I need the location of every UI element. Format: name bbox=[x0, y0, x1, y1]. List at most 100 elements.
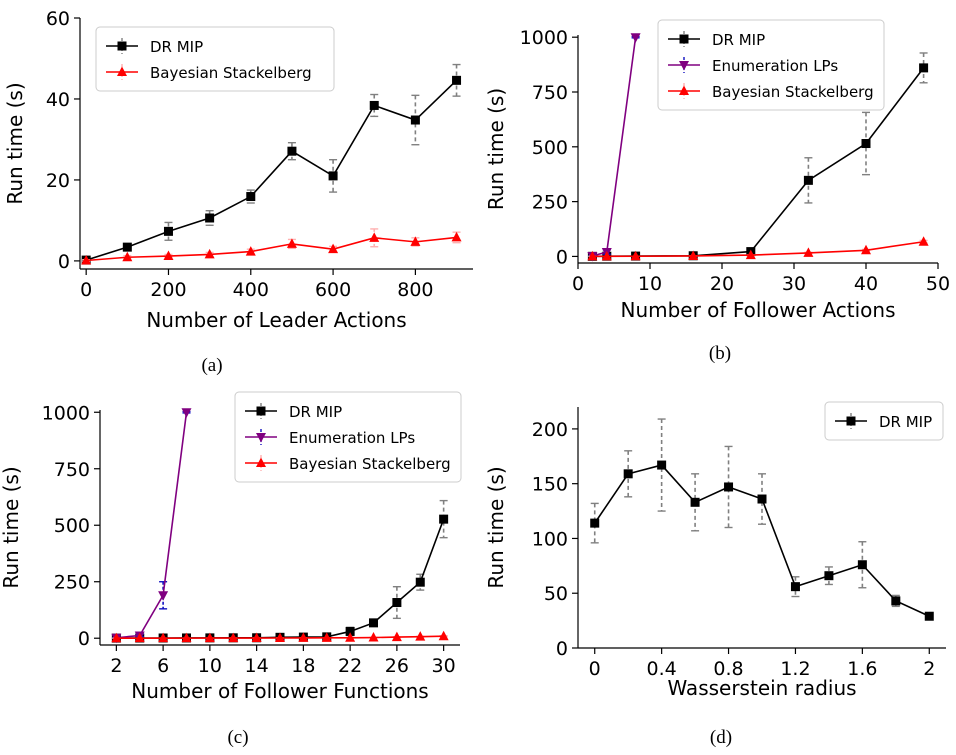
data-point bbox=[369, 618, 379, 628]
data-point bbox=[251, 632, 262, 643]
data-point bbox=[630, 33, 641, 43]
x-tick-label: 30 bbox=[432, 655, 456, 677]
legend-box bbox=[824, 401, 944, 441]
data-point bbox=[181, 408, 192, 418]
x-axis-label: Number of Follower Functions bbox=[131, 679, 428, 703]
x-tick-label: 2 bbox=[110, 655, 122, 677]
data-point bbox=[824, 571, 834, 581]
data-point bbox=[724, 482, 734, 492]
x-axis-label: Number of Leader Actions bbox=[146, 308, 406, 332]
y-tick-label: 500 bbox=[54, 515, 90, 537]
legend-label: Bayesian Stackelberg bbox=[289, 455, 451, 473]
data-point bbox=[918, 236, 929, 246]
y-tick-label: 150 bbox=[532, 474, 568, 496]
data-point bbox=[321, 632, 332, 642]
y-tick-label: 0 bbox=[78, 628, 90, 650]
legend-label: DR MIP bbox=[712, 31, 765, 49]
x-tick-label: 1.2 bbox=[780, 658, 810, 680]
x-tick-label: 600 bbox=[315, 279, 351, 301]
y-tick-label: 250 bbox=[54, 572, 90, 594]
y-axis-label: Run time (s) bbox=[0, 466, 23, 588]
y-tick-label: 50 bbox=[544, 583, 568, 605]
y-tick-label: 750 bbox=[54, 459, 90, 481]
legend-label: Enumeration LPs bbox=[712, 57, 838, 75]
data-point bbox=[601, 250, 612, 261]
series-dr-mip bbox=[81, 63, 462, 265]
x-tick-label: 26 bbox=[385, 655, 409, 677]
legend-box bbox=[95, 26, 335, 92]
series-enumeration-lps bbox=[587, 33, 641, 262]
x-tick-label: 6 bbox=[157, 655, 169, 677]
data-point bbox=[803, 175, 813, 185]
legend-marker bbox=[846, 416, 856, 426]
x-tick-label: 22 bbox=[338, 655, 362, 677]
series-bayesian-stackelberg bbox=[111, 630, 449, 643]
data-point bbox=[623, 469, 633, 479]
data-point bbox=[410, 115, 420, 125]
data-point bbox=[415, 577, 425, 587]
data-point bbox=[298, 632, 309, 642]
data-point bbox=[657, 460, 667, 470]
caption-d: (d) bbox=[709, 727, 733, 748]
series-bayesian-stackelberg bbox=[81, 228, 462, 265]
data-point bbox=[587, 250, 598, 261]
x-tick-label: 18 bbox=[291, 655, 315, 677]
legend-marker bbox=[679, 34, 689, 44]
data-point bbox=[745, 249, 756, 260]
data-point bbox=[286, 238, 297, 248]
y-axis-label: Run time (s) bbox=[484, 88, 508, 210]
y-tick-label: 0 bbox=[556, 246, 568, 268]
series-dr-mip bbox=[590, 418, 934, 621]
data-point bbox=[861, 244, 871, 255]
data-point bbox=[369, 232, 380, 242]
data-point bbox=[369, 100, 379, 110]
x-tick-label: 10 bbox=[198, 655, 222, 677]
caption-a: (a) bbox=[201, 355, 223, 376]
legend-label: DR MIP bbox=[879, 413, 932, 431]
series-line bbox=[116, 412, 188, 639]
data-point bbox=[287, 146, 297, 156]
data-point bbox=[861, 139, 871, 149]
data-point bbox=[163, 250, 174, 261]
data-point bbox=[368, 632, 379, 642]
legend-marker bbox=[117, 41, 127, 51]
data-point bbox=[134, 632, 145, 643]
legend: DR MIP Bayesian Stackelberg bbox=[95, 26, 335, 92]
legend-marker bbox=[256, 457, 266, 467]
x-tick-label: 50 bbox=[926, 273, 950, 295]
chart-d: 0 0.4 0.8 1.2 1.6 2 0 50 100 150 200 Wasserstein ra… bbox=[484, 401, 946, 700]
data-point bbox=[590, 518, 600, 528]
data-point bbox=[204, 248, 215, 259]
data-point bbox=[328, 243, 339, 254]
x-tick-label: 0 bbox=[589, 658, 601, 680]
series-dr-mip bbox=[111, 499, 449, 643]
legend-marker bbox=[256, 406, 266, 416]
legend-box bbox=[234, 391, 462, 483]
y-tick-label: 1000 bbox=[42, 402, 90, 424]
x-tick-label: 30 bbox=[782, 273, 806, 295]
legend-label: Bayesian Stackelberg bbox=[150, 64, 312, 82]
data-point bbox=[392, 598, 402, 608]
data-point bbox=[451, 231, 462, 242]
series-bayesian-stackelberg bbox=[587, 236, 929, 261]
data-point bbox=[452, 75, 462, 85]
data-point bbox=[439, 514, 449, 524]
y-tick-label: 200 bbox=[532, 419, 568, 441]
y-axis-label: Run time (s) bbox=[484, 466, 508, 588]
data-point bbox=[181, 632, 192, 643]
data-point bbox=[122, 242, 132, 252]
data-point bbox=[345, 626, 355, 636]
y-tick-label: 250 bbox=[532, 192, 568, 214]
y-tick-label: 100 bbox=[532, 528, 568, 550]
series-enumeration-lps bbox=[111, 408, 192, 644]
legend: DR MIP Enumeration LPs Bayesian Stackelber… bbox=[234, 391, 462, 483]
y-tick-label: 0 bbox=[556, 638, 568, 660]
legend-label: Bayesian Stackelberg bbox=[712, 83, 874, 101]
y-tick-label: 20 bbox=[46, 170, 70, 192]
y-tick-label: 0 bbox=[58, 251, 70, 273]
data-point bbox=[919, 63, 929, 73]
legend-label: Enumeration LPs bbox=[289, 429, 415, 447]
